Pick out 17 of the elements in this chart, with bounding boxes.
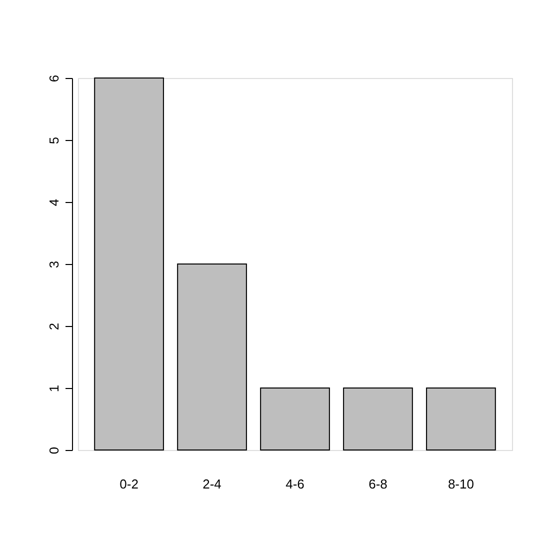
y-tick-label: 0: [46, 446, 62, 454]
x-tick-label: 6-8: [368, 476, 388, 492]
y-tick-label: 5: [46, 136, 62, 144]
x-tick-label: 2-4: [202, 476, 222, 492]
bar: [426, 388, 496, 450]
bar: [94, 78, 164, 450]
bar: [260, 388, 330, 450]
x-tick-label: 4-6: [286, 476, 304, 492]
bar: [343, 388, 413, 450]
x-tick-label: 0-2: [120, 476, 138, 492]
y-tick-label: 6: [46, 74, 62, 82]
x-tick-label: 8-10: [448, 476, 474, 492]
y-tick-label: 1: [46, 384, 62, 392]
y-tick-label: 3: [46, 260, 62, 268]
y-tick-label: 2: [46, 322, 62, 330]
y-tick-label: 4: [46, 198, 62, 206]
bar: [177, 264, 247, 450]
